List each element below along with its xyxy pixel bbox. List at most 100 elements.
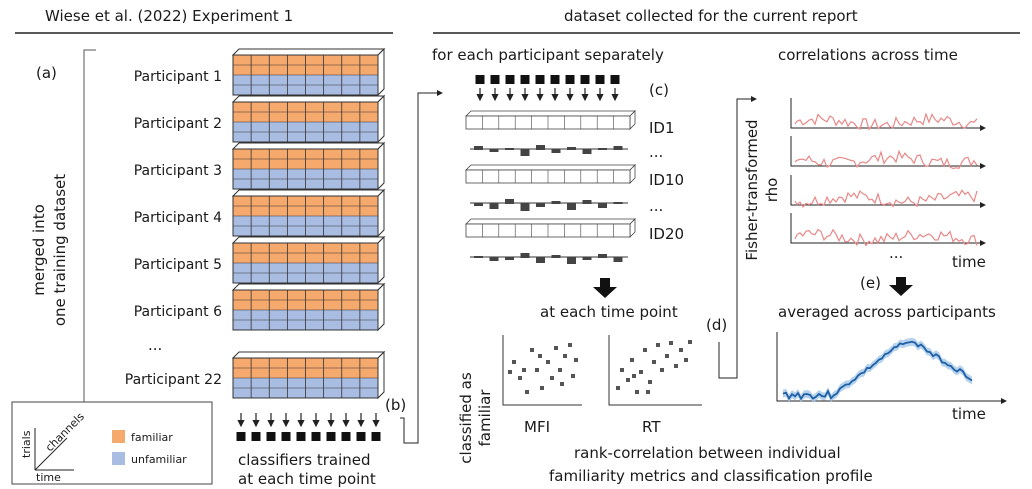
scatter-point [643,348,647,352]
scatter-point [665,354,669,358]
block-top [231,189,386,197]
profile-bar [489,203,499,209]
rank-line1: rank-correlation between individual [574,444,841,462]
classifiers-line2: at each time point [238,470,376,488]
participant-block: Participant 2 [134,94,386,144]
trial-strip [465,164,636,211]
fisher-label-line2: rho [763,178,781,203]
classifier-square [236,432,246,441]
correlation-plot [790,175,986,209]
strip-top [465,218,636,225]
classified-label: classified as familiar [457,372,494,464]
per-participant-arrows [476,88,619,102]
correlation-traces [790,98,986,247]
block-outline [232,357,379,399]
scatter-point [518,376,522,380]
fisher-label-line1: Fisher-transformed [743,119,761,260]
profile-bar [613,146,623,150]
scatter-rt-points [616,340,692,394]
id-1: ID1 [649,119,675,137]
participants-ellipsis: ... [148,336,162,354]
profile-bar [536,257,545,263]
profile-bar [520,149,530,156]
block-side [377,94,385,144]
scatter-point [525,390,529,394]
scatter-point [616,386,620,390]
corr-trace [794,228,978,247]
block-outline [232,195,379,237]
id-10: ID10 [649,171,684,189]
correlation-plot [790,136,986,170]
profile-bar [613,257,623,262]
block-outline [232,148,379,190]
legend-unfamiliar-swatch [112,452,125,465]
participant-block: Participant 6 [134,282,386,332]
participant-label: Participant 4 [134,210,222,226]
scatter-point [630,358,634,362]
legend-time: time [36,471,61,484]
scatter-point [546,360,550,364]
profile-bar [520,203,530,211]
classifier-square [550,75,560,84]
per-participant-squares [475,75,620,84]
legend-familiar-swatch [112,430,125,443]
correlation-plot [790,98,986,131]
block-side [377,47,385,97]
scatter-point [574,358,578,362]
participant-block: Participant 5 [134,235,386,285]
avg-trace [782,340,973,401]
block-side [377,141,385,191]
x-label-mfi: MFI [524,418,550,436]
profile-bar [582,200,592,204]
scatter-point [538,354,542,358]
classifier-squares [236,432,381,441]
id-20: ID20 [649,225,684,243]
scatter-point [635,390,639,394]
corr-trace [794,189,978,209]
subtitle-c: for each participant separately [432,46,664,64]
classifier-square [326,432,336,441]
participant-block: Participant 22 [125,350,386,400]
correlation-plot [790,213,986,247]
rank-line2: familiarity metrics and classification p… [549,467,873,485]
block-outline [232,289,379,331]
scatter-point [679,348,683,352]
label-e: (e) [860,274,881,292]
scatter-point [522,368,526,372]
classifier-square [371,432,381,441]
classifier-square [610,75,620,84]
participant-label: Participant 3 [134,163,222,179]
block-outline [232,242,379,284]
label-d: (d) [706,316,727,334]
scatter-point [656,343,660,347]
classifier-square [505,75,515,84]
profile-bar [567,203,576,210]
profile-bar [567,257,576,264]
scatter-point [626,378,630,382]
profile-bar [520,253,530,258]
label-a: (a) [36,64,57,82]
left-title: Wiese et al. (2022) Experiment 1 [45,7,293,25]
legend-trials: trials [20,430,33,458]
scatter-point [563,354,567,358]
block-top [231,351,386,359]
classifier-square [341,432,351,441]
profile-bar [489,149,499,152]
time-label-1: time [952,253,986,271]
scatter-point [508,370,512,374]
classifier-square [595,75,605,84]
scatter-point [652,360,656,364]
profile-bar [598,148,607,150]
block-top [231,283,386,291]
scatter-axis-mfi [502,335,582,406]
profile-bar [505,199,514,204]
corr-axes [790,213,986,246]
at-each-time-point: at each time point [540,303,678,321]
corr-dots: ... [889,244,903,262]
corr-trace [794,112,978,131]
id-ellipsis-2: ... [649,197,663,215]
classifier-square [311,432,321,441]
classifier-square [535,75,545,84]
scatter-point [568,343,572,347]
classifier-square [281,432,291,441]
